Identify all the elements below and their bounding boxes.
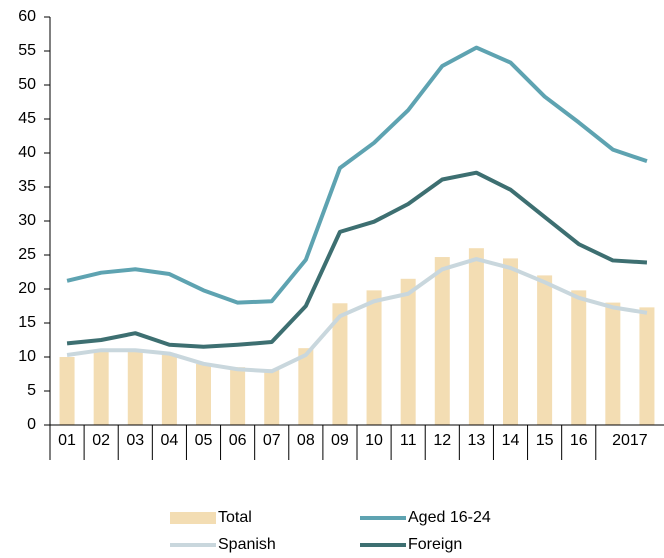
bar bbox=[298, 348, 314, 425]
legend-label: Foreign bbox=[408, 536, 462, 553]
x-tick-label: 13 bbox=[467, 432, 485, 449]
y-tick-label: 25 bbox=[18, 246, 36, 263]
x-tick-label: 14 bbox=[502, 432, 520, 449]
y-tick-label: 30 bbox=[18, 212, 36, 229]
y-tick-label: 20 bbox=[18, 280, 36, 297]
line bbox=[66, 45, 648, 305]
x-tick-label: 05 bbox=[195, 432, 213, 449]
bar bbox=[468, 248, 484, 425]
y-tick-label: 35 bbox=[18, 178, 36, 195]
x-tick-label: 12 bbox=[433, 432, 451, 449]
bar bbox=[161, 353, 177, 425]
bar bbox=[537, 275, 553, 425]
bar bbox=[332, 303, 348, 425]
bar bbox=[127, 350, 143, 425]
bar bbox=[195, 363, 212, 425]
y-tick-label: 60 bbox=[18, 8, 36, 25]
y-tick-label: 50 bbox=[18, 76, 36, 93]
x-tick-label: 01 bbox=[58, 432, 76, 449]
x-tick-label: 06 bbox=[229, 432, 247, 449]
bar bbox=[605, 302, 621, 425]
y-tick-label: 45 bbox=[18, 110, 36, 127]
line bbox=[66, 170, 648, 349]
bar bbox=[571, 290, 587, 425]
bar bbox=[400, 278, 416, 425]
line bbox=[66, 257, 648, 374]
x-tick-label: 11 bbox=[400, 432, 417, 449]
y-tick-label: 40 bbox=[18, 144, 36, 161]
y-tick-label: 55 bbox=[18, 42, 36, 59]
x-tick-label: 09 bbox=[331, 432, 349, 449]
legend-label: Aged 16-24 bbox=[408, 509, 491, 526]
x-tick-label: 10 bbox=[365, 432, 383, 449]
bar bbox=[59, 357, 75, 425]
bar bbox=[502, 258, 519, 425]
x-tick-label: 2017 bbox=[612, 432, 648, 449]
x-tick-label: 16 bbox=[570, 432, 588, 449]
bar bbox=[264, 369, 280, 425]
y-tick-label: 15 bbox=[18, 314, 36, 331]
legend-swatch bbox=[170, 512, 216, 524]
bar bbox=[230, 367, 246, 425]
legend-label: Total bbox=[218, 509, 252, 526]
legend-label: Spanish bbox=[218, 536, 276, 553]
bar bbox=[639, 307, 655, 425]
x-tick-label: 07 bbox=[263, 432, 281, 449]
x-tick-label: 08 bbox=[297, 432, 315, 449]
bar bbox=[366, 290, 382, 425]
x-tick-label: 15 bbox=[536, 432, 554, 449]
x-tick-label: 03 bbox=[126, 432, 144, 449]
y-tick-label: 10 bbox=[18, 348, 36, 365]
bar bbox=[93, 350, 109, 425]
bar bbox=[434, 257, 450, 425]
x-tick-label: 02 bbox=[92, 432, 110, 449]
y-tick-label: 0 bbox=[27, 416, 36, 433]
y-tick-label: 5 bbox=[27, 382, 36, 399]
x-tick-label: 04 bbox=[160, 432, 178, 449]
